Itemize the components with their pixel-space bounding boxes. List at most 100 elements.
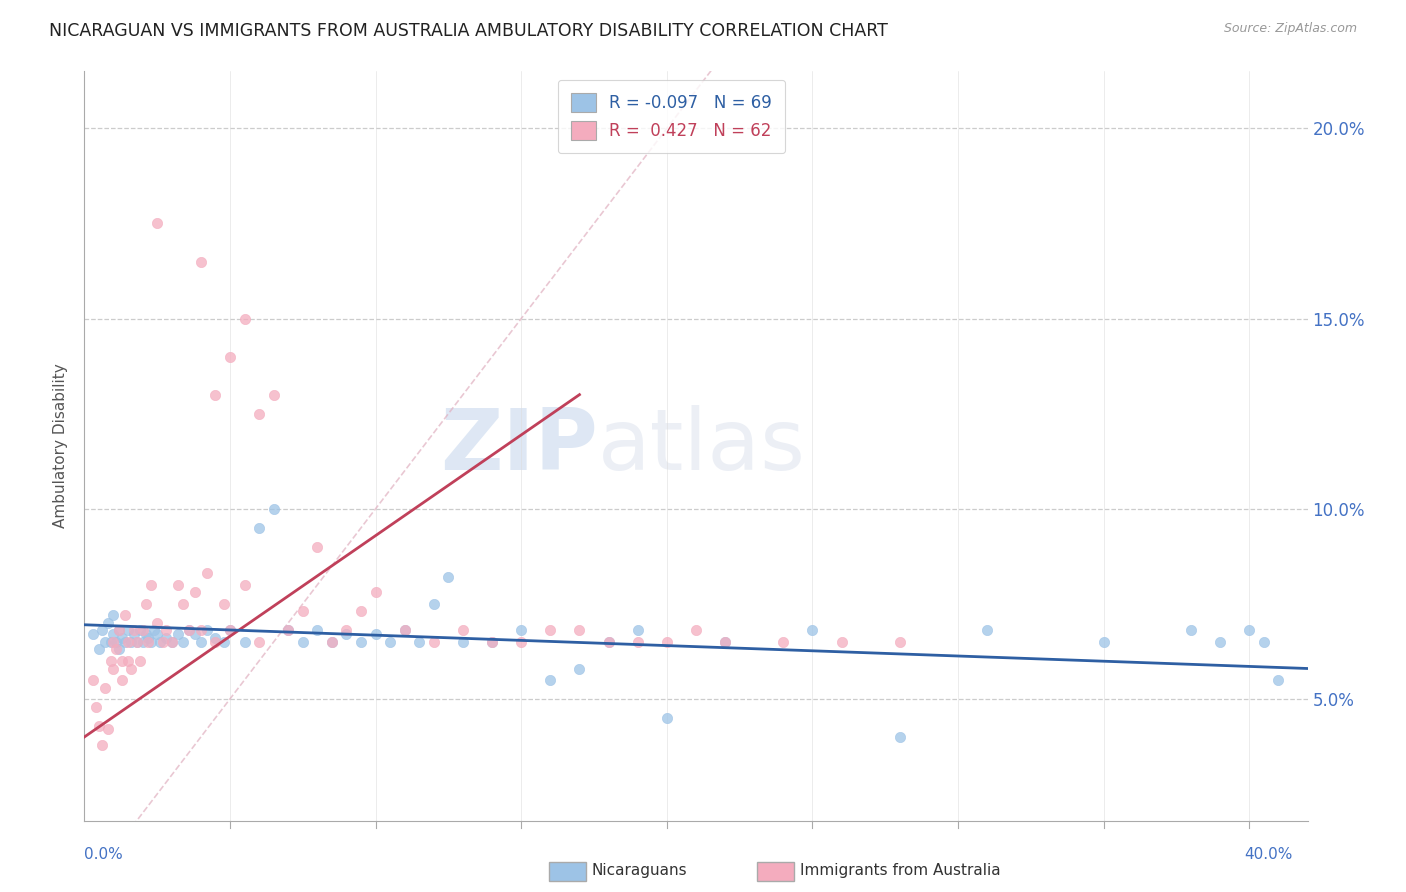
Point xyxy=(125,635,148,649)
Point xyxy=(108,624,131,638)
Point xyxy=(627,635,650,649)
Point xyxy=(103,608,125,623)
Point xyxy=(90,624,112,638)
Point xyxy=(598,635,620,649)
Point xyxy=(184,627,207,641)
Point xyxy=(321,635,343,649)
Point xyxy=(138,635,160,649)
Point xyxy=(172,635,194,649)
Point xyxy=(247,635,270,649)
Point xyxy=(263,387,285,401)
Point xyxy=(105,642,128,657)
Point xyxy=(307,624,329,638)
Point xyxy=(190,635,212,649)
Point xyxy=(93,635,115,649)
Point xyxy=(627,624,650,638)
Point xyxy=(1209,635,1232,649)
Point xyxy=(204,635,226,649)
Point xyxy=(538,624,561,638)
Point xyxy=(128,654,150,668)
Point xyxy=(510,624,533,638)
Point xyxy=(598,635,620,649)
Point xyxy=(138,631,160,645)
Point xyxy=(190,624,212,638)
Point xyxy=(1267,673,1289,687)
Point xyxy=(437,570,460,584)
Point xyxy=(394,624,416,638)
Point xyxy=(166,578,188,592)
Point xyxy=(277,624,299,638)
Point xyxy=(394,624,416,638)
Point xyxy=(772,635,794,649)
Point xyxy=(655,711,678,725)
Point xyxy=(350,604,373,618)
Point xyxy=(263,501,285,516)
Point xyxy=(149,635,172,649)
Point xyxy=(481,635,503,649)
Point xyxy=(801,624,824,638)
Point xyxy=(195,624,218,638)
Point xyxy=(190,254,212,268)
Point xyxy=(135,597,157,611)
Point xyxy=(141,635,163,649)
Point xyxy=(321,635,343,649)
Point xyxy=(335,627,357,641)
FancyBboxPatch shape xyxy=(550,862,586,880)
Text: 40.0%: 40.0% xyxy=(1244,847,1294,863)
Point xyxy=(111,673,134,687)
Point xyxy=(122,627,145,641)
Point xyxy=(143,624,166,638)
Point xyxy=(212,635,235,649)
Point xyxy=(114,608,136,623)
Point xyxy=(380,635,402,649)
Point xyxy=(122,624,145,638)
Point xyxy=(233,311,256,326)
Text: NICARAGUAN VS IMMIGRANTS FROM AUSTRALIA AMBULATORY DISABILITY CORRELATION CHART: NICARAGUAN VS IMMIGRANTS FROM AUSTRALIA … xyxy=(49,22,889,40)
Point xyxy=(204,631,226,645)
Point xyxy=(160,635,183,649)
Text: 0.0%: 0.0% xyxy=(84,847,124,863)
Point xyxy=(277,624,299,638)
Point xyxy=(350,635,373,649)
Point xyxy=(685,624,707,638)
Point xyxy=(219,624,242,638)
Point xyxy=(146,615,169,630)
Point xyxy=(100,654,122,668)
Point xyxy=(103,635,125,649)
Point xyxy=(172,597,194,611)
Point xyxy=(219,624,242,638)
Point xyxy=(423,635,446,649)
Point xyxy=(87,642,110,657)
Point xyxy=(146,217,169,231)
Point xyxy=(655,635,678,649)
Point xyxy=(125,635,148,649)
Point xyxy=(155,631,177,645)
Point xyxy=(291,635,314,649)
Point xyxy=(714,635,737,649)
Text: Immigrants from Australia: Immigrants from Australia xyxy=(800,863,1001,879)
Point xyxy=(146,627,169,641)
Point xyxy=(233,635,256,649)
Point xyxy=(93,681,115,695)
Point xyxy=(97,615,120,630)
Point xyxy=(97,723,120,737)
Point xyxy=(117,624,139,638)
Point xyxy=(117,635,139,649)
Point xyxy=(212,597,235,611)
Point xyxy=(184,585,207,599)
Point xyxy=(103,661,125,675)
Point xyxy=(152,635,174,649)
Point xyxy=(1092,635,1115,649)
Text: atlas: atlas xyxy=(598,404,806,488)
Point xyxy=(108,624,131,638)
Point xyxy=(538,673,561,687)
Point xyxy=(100,635,122,649)
Point xyxy=(179,624,201,638)
Text: ZIP: ZIP xyxy=(440,404,598,488)
Point xyxy=(451,624,474,638)
Point xyxy=(111,631,134,645)
Point xyxy=(105,635,128,649)
Point xyxy=(481,635,503,649)
Point xyxy=(423,597,446,611)
Point xyxy=(195,566,218,581)
